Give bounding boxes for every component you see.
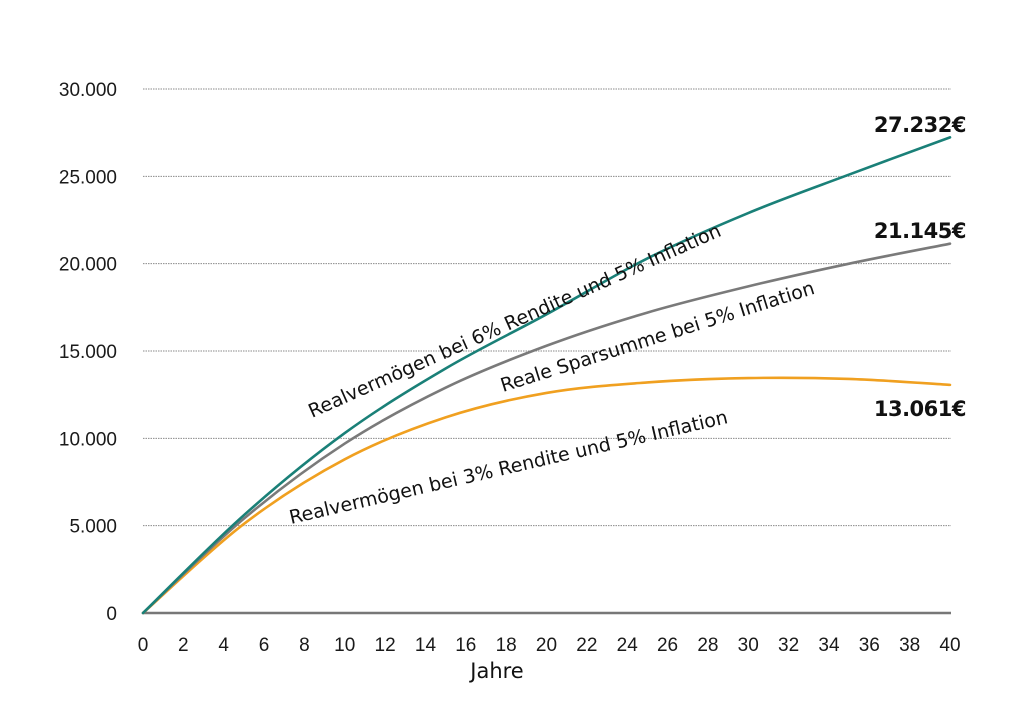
series-line-gray [141, 242, 952, 615]
x-tick-label: 12 [375, 635, 396, 656]
x-tick-label: 32 [778, 635, 799, 656]
x-tick-label: 34 [818, 635, 840, 656]
x-tick-label: 0 [138, 635, 149, 656]
y-tick-label: 30.000 [59, 80, 117, 101]
y-tick-label: 20.000 [59, 255, 117, 276]
x-axis-ticks: 0 2 4 6 8 10 12 14 16 18 20 22 24 26 28 30 32 34 36 38 40 [138, 635, 961, 656]
series-line-teal [141, 136, 952, 615]
series-lines [141, 136, 952, 615]
x-tick-label: 36 [859, 635, 880, 656]
x-tick-label: 6 [259, 635, 270, 656]
x-tick-label: 30 [738, 635, 759, 656]
gridlines [143, 88, 951, 527]
x-tick-label: 22 [576, 635, 597, 656]
x-tick-label: 8 [299, 635, 310, 656]
x-tick-label: 20 [536, 635, 557, 656]
y-tick-label: 15.000 [59, 342, 117, 363]
y-tick-label: 10.000 [59, 429, 117, 450]
y-tick-label: 25.000 [59, 167, 117, 188]
x-tick-label: 16 [455, 635, 476, 656]
y-tick-label: 0 [106, 604, 117, 625]
series-line-orange [141, 376, 952, 615]
x-tick-label: 18 [496, 635, 517, 656]
y-tick-label: 5.000 [69, 517, 117, 538]
x-tick-label: 38 [899, 635, 920, 656]
y-axis-ticks: 0 5.000 10.000 15.000 20.000 25.000 30.000 [59, 80, 117, 625]
end-label-gray: 21.145€ [874, 219, 966, 243]
x-tick-label: 10 [334, 635, 355, 656]
end-label-orange: 13.061€ [874, 397, 966, 421]
x-tick-label: 28 [697, 635, 718, 656]
x-tick-label: 26 [657, 635, 678, 656]
x-tick-label: 24 [617, 635, 639, 656]
series-label-orange: Realvermögen bei 3% Rendite und 5% Infla… [287, 406, 730, 528]
x-tick-label: 4 [218, 635, 229, 656]
x-tick-label: 14 [415, 635, 437, 656]
x-tick-label: 40 [939, 635, 960, 656]
x-tick-label: 2 [178, 635, 189, 656]
end-label-teal: 27.232€ [874, 113, 966, 137]
x-axis-label: Jahre [468, 659, 523, 683]
